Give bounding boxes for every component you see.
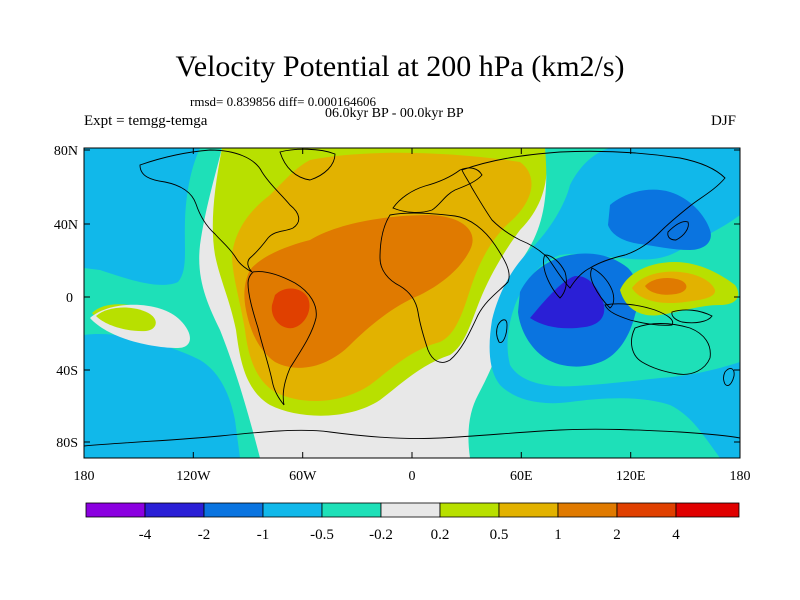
y-axis-ticks bbox=[84, 149, 740, 443]
colorbar-swatch-4 bbox=[262, 502, 323, 518]
x-tick-label: 0 bbox=[409, 469, 416, 484]
coast-asia bbox=[461, 150, 726, 289]
coast-india bbox=[543, 254, 567, 299]
colorbar-swatch-6 bbox=[380, 502, 441, 518]
colorbar-swatch-8 bbox=[498, 502, 559, 518]
coast-australia bbox=[631, 323, 711, 375]
contour-neg3-east-asia bbox=[608, 189, 711, 250]
colorbar-label: -2 bbox=[198, 527, 211, 543]
colorbar-label: 0.5 bbox=[490, 527, 509, 543]
coast-new-zealand bbox=[723, 368, 735, 387]
colorbar-label: -4 bbox=[139, 527, 152, 543]
coast-southeast-asia bbox=[590, 267, 615, 309]
coast-south-america bbox=[247, 271, 317, 406]
colorbar-label: 1 bbox=[554, 527, 562, 543]
contour-pos3-atlantic-africa bbox=[244, 215, 473, 368]
y-tick-label: 0 bbox=[66, 291, 73, 306]
coast-antarctica bbox=[84, 428, 740, 447]
coast-indonesia bbox=[604, 303, 674, 326]
colorbar-label: 0.2 bbox=[431, 527, 450, 543]
colorbar-swatch-2 bbox=[144, 502, 205, 518]
stats-label: rmsd= 0.839856 diff= 0.000164606 bbox=[190, 94, 376, 109]
x-tick-label: 180 bbox=[74, 469, 95, 484]
coast-greenland bbox=[279, 148, 336, 181]
y-tick-label: 80S bbox=[56, 436, 78, 451]
colorbar-label: -0.5 bbox=[310, 527, 334, 543]
x-tick-label: 60E bbox=[510, 469, 533, 484]
coast-north-america bbox=[139, 149, 300, 273]
x-tick-label: 60W bbox=[289, 469, 317, 484]
contour-pos4-amazon bbox=[271, 288, 310, 329]
colorbar bbox=[85, 502, 740, 518]
coast-madagascar bbox=[496, 319, 508, 343]
colorbar-label: 4 bbox=[672, 527, 680, 543]
colorbar-swatch-11 bbox=[675, 502, 740, 518]
colorbar-swatch-5 bbox=[321, 502, 382, 518]
chart-title: Velocity Potential at 200 hPa (km2/s) bbox=[175, 50, 625, 83]
colorbar-labels: -4 -2 -1 -0.5 -0.2 0.2 0.5 1 2 4 bbox=[139, 527, 681, 543]
colorbar-swatch-1 bbox=[85, 502, 146, 518]
contour-neg4-indian-ocean bbox=[530, 275, 605, 329]
colorbar-swatch-7 bbox=[439, 502, 500, 518]
period-label: 06.0kyr BP - 00.0kyr BP bbox=[325, 106, 464, 121]
coast-japan bbox=[667, 221, 689, 241]
colorbar-label: 2 bbox=[613, 527, 621, 543]
colorbar-swatch-3 bbox=[203, 502, 264, 518]
y-tick-label: 40S bbox=[56, 364, 78, 379]
x-axis-ticks bbox=[83, 148, 741, 458]
season-label: DJF bbox=[711, 113, 737, 129]
contour-pos-central-pacific-core bbox=[96, 307, 156, 332]
contour-neg-southwest-pacific bbox=[84, 334, 240, 458]
colorbar-label: -0.2 bbox=[369, 527, 393, 543]
contour-neg-west-pacific-inner bbox=[84, 148, 200, 285]
coast-africa bbox=[379, 212, 510, 363]
x-tick-labels: 180 120W 60W 0 60E 120E 180 bbox=[74, 469, 751, 484]
contour-pos3-western-pacific bbox=[645, 278, 687, 295]
y-tick-labels: 80N 40N 0 40S 80S bbox=[54, 144, 78, 451]
x-tick-label: 120E bbox=[616, 469, 646, 484]
x-tick-label: 180 bbox=[730, 469, 751, 484]
x-tick-label: 120W bbox=[176, 469, 211, 484]
experiment-label: Expt = temgg-temga bbox=[84, 113, 208, 129]
colorbar-swatch-9 bbox=[557, 502, 618, 518]
colorbar-swatch-10 bbox=[616, 502, 677, 518]
colorbar-label: -1 bbox=[257, 527, 270, 543]
y-tick-label: 40N bbox=[54, 218, 78, 233]
coast-europe bbox=[392, 167, 483, 213]
coast-new-guinea bbox=[671, 309, 713, 324]
coastlines bbox=[84, 148, 740, 447]
y-tick-label: 80N bbox=[54, 144, 78, 159]
